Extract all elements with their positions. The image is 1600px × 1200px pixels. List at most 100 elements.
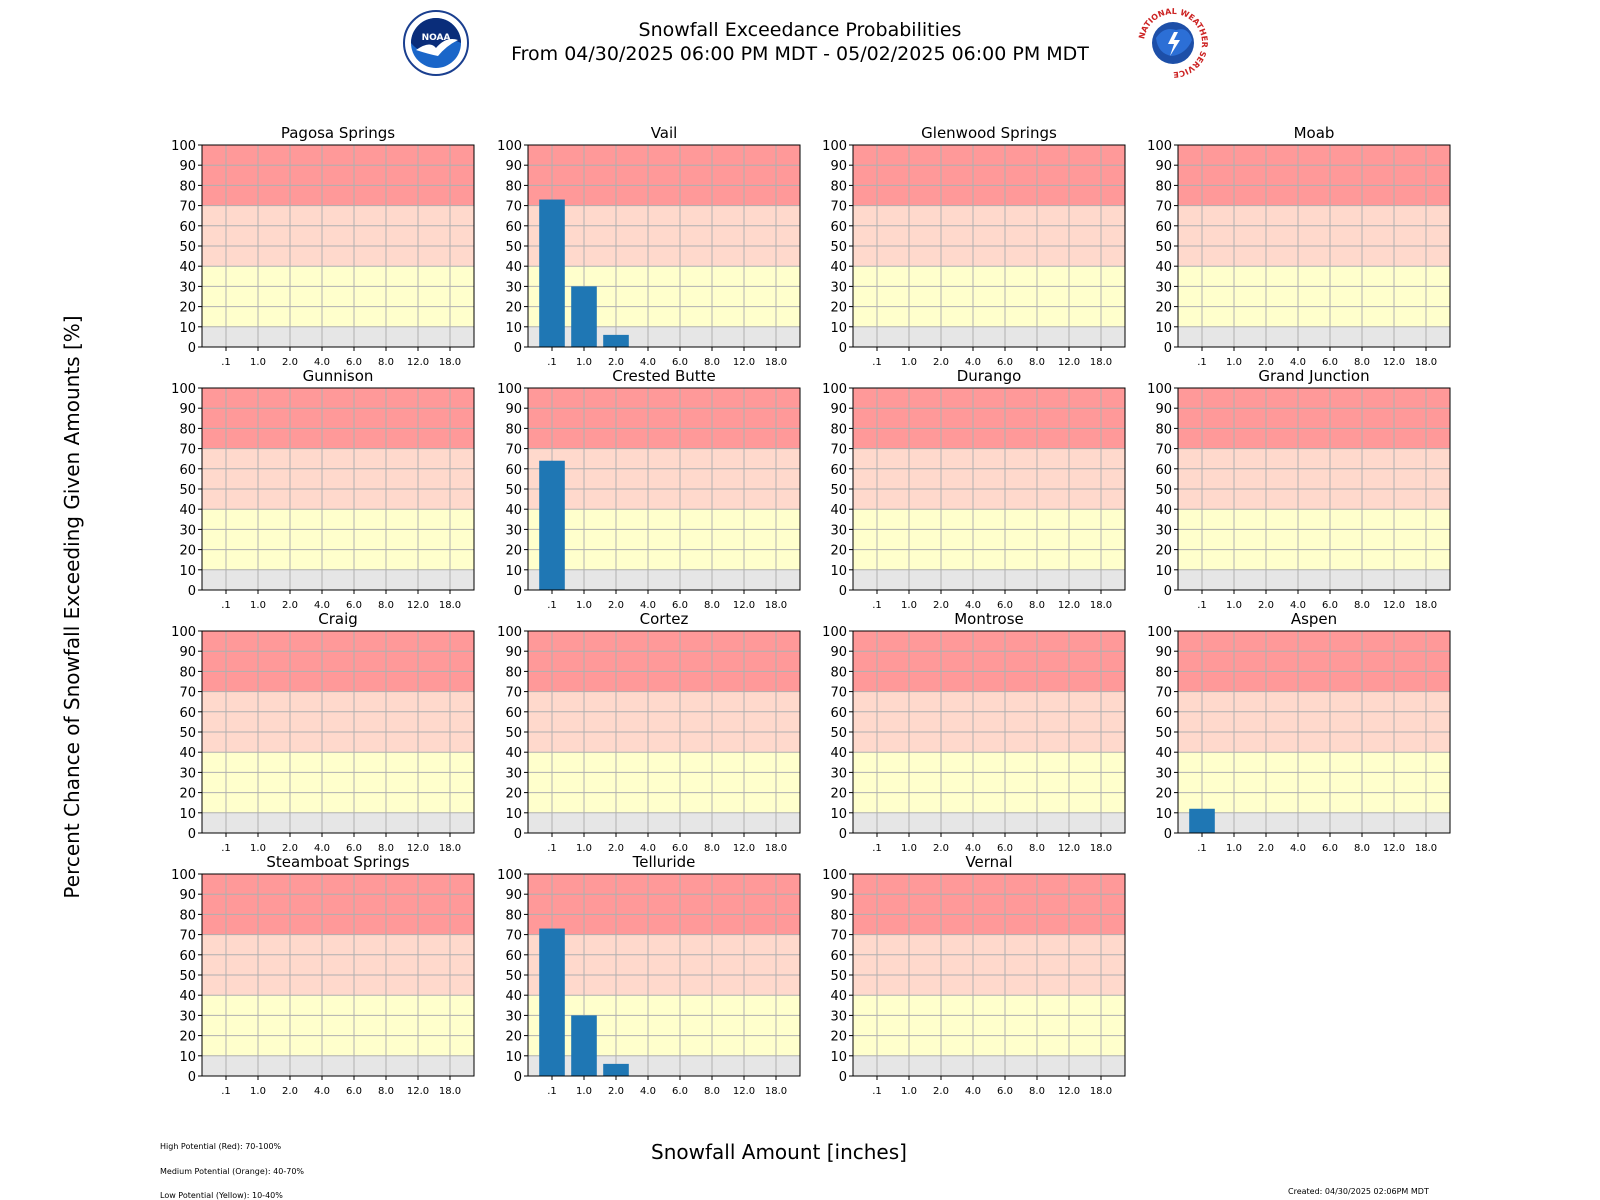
y-tick-label: 60: [505, 706, 522, 721]
y-tick-label: 0: [839, 1070, 847, 1085]
band-0: [528, 874, 800, 935]
y-tick-label: 60: [1155, 706, 1172, 721]
y-tick-label: 10: [505, 1050, 522, 1065]
x-tick-label: 2.0: [282, 843, 298, 854]
x-tick-label: 4.0: [640, 843, 656, 854]
band-0: [853, 145, 1125, 206]
x-tick-label: 2.0: [608, 357, 624, 368]
panel-title-glenwood-springs: Glenwood Springs: [921, 124, 1057, 142]
y-tick-label: 30: [1155, 280, 1172, 295]
x-tick-label: 6.0: [346, 1086, 362, 1097]
band-1: [1178, 448, 1450, 510]
y-tick-label: 30: [505, 523, 522, 538]
x-tick-label: 1.0: [576, 357, 592, 368]
x-tick-label: 12.0: [733, 357, 755, 368]
y-tick-label: 40: [1155, 746, 1172, 761]
bar-aspen-0: [1189, 808, 1215, 833]
x-tick-label: 1.0: [901, 357, 917, 368]
y-tick-label: 0: [1164, 341, 1172, 356]
x-tick-label: .1: [547, 600, 557, 611]
x-tick-label: 6.0: [997, 1086, 1013, 1097]
y-tick-label: 60: [179, 220, 196, 235]
panel-title-crested-butte: Crested Butte: [612, 367, 716, 385]
y-tick-label: 70: [505, 443, 522, 458]
y-tick-label: 50: [1155, 483, 1172, 498]
y-tick-label: 70: [1155, 686, 1172, 701]
y-tick-label: 10: [1155, 321, 1172, 336]
x-tick-label: .1: [1197, 843, 1207, 854]
y-tick-label: 0: [1164, 827, 1172, 842]
band-3: [1178, 569, 1450, 590]
y-tick-label: 50: [179, 483, 196, 498]
x-tick-label: .1: [547, 1086, 557, 1097]
y-tick-label: 0: [514, 341, 522, 356]
y-tick-label: 20: [830, 544, 847, 559]
y-tick-label: 100: [171, 139, 196, 154]
band-3: [1178, 812, 1450, 833]
band-1: [202, 448, 474, 510]
y-tick-label: 40: [179, 260, 196, 275]
panel-title-moab: Moab: [1294, 124, 1335, 142]
y-tick-label: 100: [822, 625, 847, 640]
bar-telluride-0: [539, 928, 565, 1076]
band-3: [202, 326, 474, 347]
y-tick-label: 90: [830, 645, 847, 660]
panel-title-grand-junction: Grand Junction: [1258, 367, 1369, 385]
y-tick-label: 100: [497, 625, 522, 640]
x-tick-label: 4.0: [965, 357, 981, 368]
x-tick-label: 1.0: [1226, 600, 1242, 611]
chart-title: Snowfall Exceedance Probabilities From 0…: [0, 18, 1600, 66]
y-tick-label: 70: [179, 929, 196, 944]
x-tick-label: 18.0: [1090, 843, 1112, 854]
y-tick-label: 30: [830, 1009, 847, 1024]
nws-logo-icon: NATIONAL WEATHER SERVICE: [1138, 8, 1208, 78]
y-tick-label: 80: [1155, 665, 1172, 680]
x-tick-label: 8.0: [378, 1086, 394, 1097]
x-tick-label: 4.0: [640, 357, 656, 368]
noaa-logo-icon: NOAA: [403, 10, 469, 76]
y-tick-label: 10: [505, 564, 522, 579]
band-2: [528, 266, 800, 327]
x-tick-label: 6.0: [346, 357, 362, 368]
y-tick-label: 70: [505, 200, 522, 215]
y-tick-label: 80: [179, 908, 196, 923]
y-tick-label: 20: [1155, 544, 1172, 559]
note-low-potential: Low Potential (Yellow): 10-40%: [160, 1191, 283, 1200]
panel-title-pagosa-springs: Pagosa Springs: [281, 124, 395, 142]
y-tick-label: 0: [188, 584, 196, 599]
y-tick-label: 90: [505, 402, 522, 417]
x-tick-label: 8.0: [1354, 843, 1370, 854]
x-tick-label: 2.0: [282, 600, 298, 611]
y-tick-label: 80: [830, 422, 847, 437]
x-tick-label: 18.0: [765, 600, 787, 611]
y-tick-label: 100: [497, 139, 522, 154]
x-tick-label: .1: [1197, 600, 1207, 611]
x-tick-label: .1: [221, 600, 231, 611]
x-tick-label: 2.0: [608, 1086, 624, 1097]
y-tick-label: 50: [1155, 240, 1172, 255]
panel-telluride: 0 10 20 30 40 50 60 70 80 90 100 .1 1.0 2.0 4.0 6.0 8.0 1…: [497, 853, 801, 1097]
x-tick-label: 4.0: [1290, 843, 1306, 854]
x-tick-label: 1.0: [250, 357, 266, 368]
x-tick-label: 4.0: [314, 600, 330, 611]
y-tick-label: 60: [830, 220, 847, 235]
band-3: [528, 1055, 800, 1076]
panel-vail: 0 10 20 30 40 50 60 70 80 90 100 .1 1.0 2.0 4.0 6.0 8.0 1…: [497, 124, 801, 368]
y-tick-label: 10: [830, 321, 847, 336]
y-tick-label: 60: [179, 463, 196, 478]
band-3: [853, 1055, 1125, 1076]
y-tick-label: 20: [505, 544, 522, 559]
x-tick-label: 8.0: [1029, 843, 1045, 854]
x-tick-label: 8.0: [1354, 600, 1370, 611]
band-0: [202, 388, 474, 449]
y-tick-label: 70: [179, 443, 196, 458]
note-medium-potential: Medium Potential (Orange): 40-70%: [160, 1167, 305, 1176]
title-line-2: From 04/30/2025 06:00 PM MDT - 05/02/202…: [511, 43, 1089, 65]
y-tick-label: 60: [505, 220, 522, 235]
y-tick-label: 60: [830, 949, 847, 964]
x-tick-label: 18.0: [439, 1086, 461, 1097]
y-tick-label: 70: [830, 200, 847, 215]
y-tick-label: 40: [1155, 503, 1172, 518]
y-tick-label: 90: [830, 888, 847, 903]
y-tick-label: 90: [505, 888, 522, 903]
